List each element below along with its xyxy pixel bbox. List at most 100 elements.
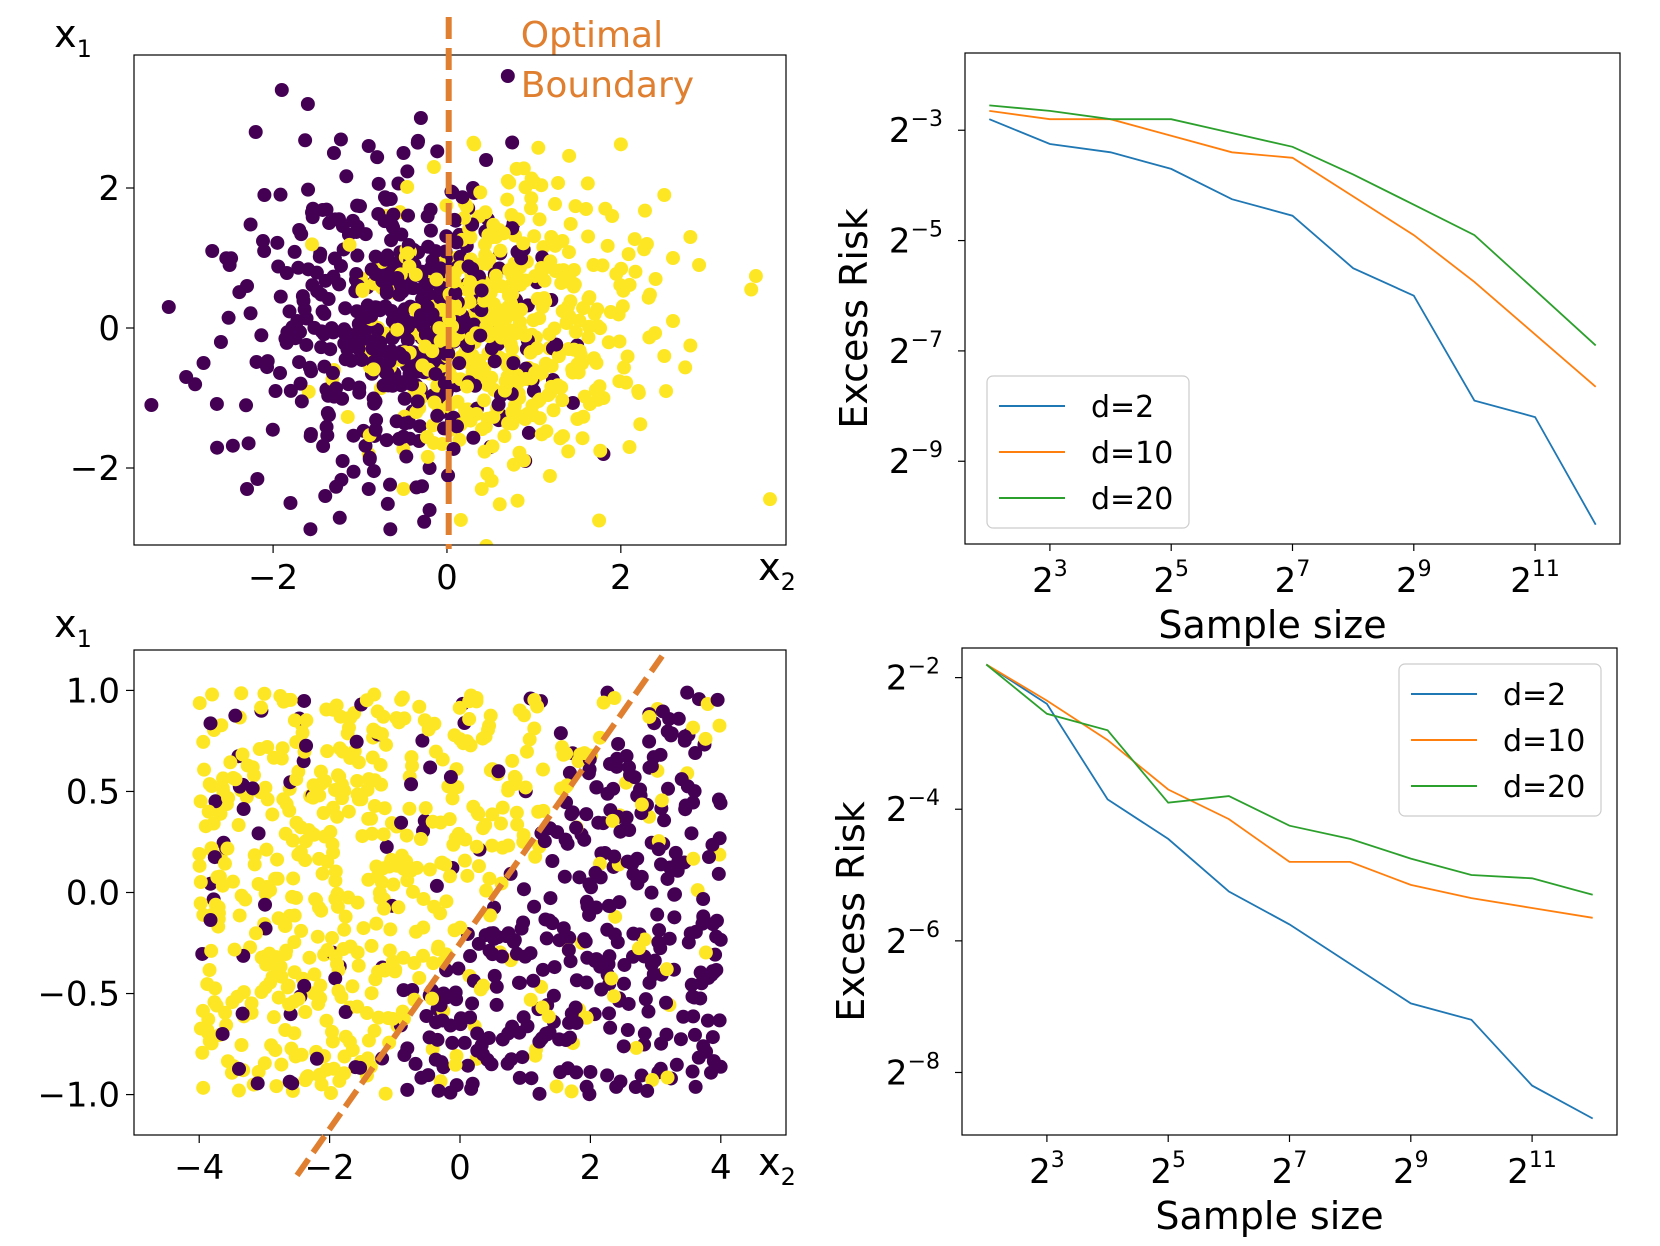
scatter-point [517, 708, 532, 723]
scatter-point [310, 929, 325, 944]
scatter-point [192, 858, 207, 873]
scatter-point [333, 132, 348, 147]
scatter-point [305, 237, 320, 252]
scatter-point [368, 394, 383, 409]
scatter-point [598, 201, 613, 216]
scatter-point [335, 791, 350, 806]
scatter-point [554, 276, 569, 291]
series-line-d=10 [985, 663, 1593, 919]
scatter-point [621, 247, 636, 262]
scatter-point [590, 302, 605, 317]
scatter-point [579, 975, 594, 990]
scatter-point [579, 202, 594, 216]
scatter-point [564, 1084, 579, 1099]
scatter-point [331, 277, 346, 292]
x-tick-label: −2 [305, 1148, 355, 1188]
scatter-point [442, 311, 457, 326]
scatter-point [710, 692, 725, 707]
scatter-point [522, 732, 537, 747]
scatter-point [763, 492, 778, 507]
scatter-point [247, 848, 262, 863]
scatter-point [428, 244, 443, 259]
scatter-point [394, 378, 409, 393]
scatter-point [429, 878, 444, 893]
scatter-point [260, 354, 275, 369]
scatter-point [479, 883, 494, 898]
scatter-point [543, 254, 558, 269]
scatter-point [404, 863, 419, 878]
scatter-point [421, 717, 436, 732]
scatter-point [312, 1067, 327, 1082]
scatter-point [270, 852, 285, 867]
scatter-point [307, 967, 322, 982]
scatter-point [352, 385, 367, 400]
scatter-point [558, 1033, 573, 1048]
scatter-point [551, 349, 566, 364]
scatter-point [538, 356, 553, 371]
scatter-point [318, 273, 333, 288]
scatter-point [451, 961, 466, 976]
scatter-point [380, 496, 395, 511]
scatter-point [428, 744, 443, 759]
scatter-point [518, 780, 533, 795]
series-line-d=2 [985, 663, 1594, 1120]
scatter-point [196, 734, 211, 749]
y-tick-label: 0 [98, 309, 120, 349]
scatter-point [249, 354, 264, 369]
scatter-point [208, 897, 223, 912]
scatter-point [243, 306, 258, 321]
scatter-point [685, 1064, 700, 1079]
scatter-point [273, 366, 288, 381]
scatter-point [705, 1030, 720, 1045]
scatter-point [453, 512, 468, 527]
scatter-point [480, 1052, 495, 1067]
line-panel-risk_bottom: 23 25 27 29 211 2−2 2−4 2−6 2−8 Sample size Excess… [829, 647, 1618, 1238]
scatter-point [280, 325, 295, 340]
scatter-point [245, 781, 260, 796]
scatter-point [450, 419, 465, 434]
scatter-point [264, 1038, 279, 1053]
scatter-point [431, 1083, 446, 1098]
scatter-point [203, 913, 218, 928]
scatter-point [381, 378, 396, 393]
scatter-point [620, 1023, 635, 1038]
scatter-point [234, 686, 249, 701]
scatter-points [144, 69, 778, 545]
scatter-point [646, 967, 661, 982]
scatter-point [423, 760, 438, 775]
scatter-point [568, 324, 583, 339]
scatter-point [321, 292, 336, 307]
scatter-point [469, 407, 484, 422]
scatter-point [318, 489, 333, 503]
y-tick-label: 2−3 [889, 107, 943, 151]
scatter-point [351, 958, 366, 973]
legend-label: d=20 [1503, 770, 1585, 805]
scatter-point [678, 802, 693, 817]
scatter-point [299, 1069, 314, 1084]
scatter-point [592, 513, 607, 528]
scatter-point [500, 192, 515, 207]
scatter-point [484, 341, 499, 356]
scatter-point [378, 1086, 393, 1101]
scatter-point [489, 997, 504, 1012]
scatter-point [428, 1052, 443, 1067]
scatter-point [205, 244, 220, 258]
scatter-point [232, 285, 247, 300]
scatter-point [497, 383, 512, 398]
scatter-point [683, 230, 698, 244]
scatter-point [492, 497, 507, 512]
scatter-point [528, 269, 543, 284]
scatter-point [575, 431, 590, 446]
scatter-point [406, 884, 421, 899]
scatter-point [422, 1030, 437, 1045]
scatter-point [202, 963, 217, 978]
scatter-point [477, 444, 492, 459]
scatter-point [603, 803, 618, 818]
scatter-point [519, 744, 534, 759]
scatter-point [368, 249, 383, 264]
scatter-point [524, 191, 539, 206]
scatter-point [391, 900, 406, 915]
scatter-point [534, 1031, 549, 1046]
scatter-point [701, 849, 716, 864]
scatter-point [565, 395, 580, 410]
